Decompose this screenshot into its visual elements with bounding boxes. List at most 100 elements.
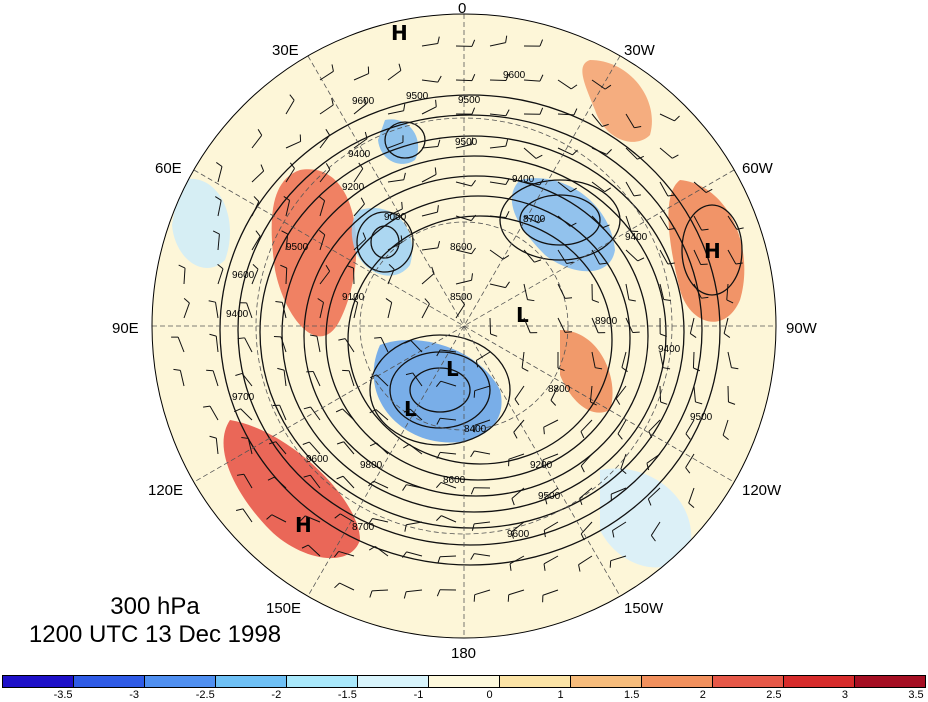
wind-barb — [440, 380, 457, 387]
wind-barb-feather — [490, 333, 498, 337]
wind-barb-feather — [688, 502, 695, 509]
wind-barb — [620, 453, 627, 470]
wind-barb-feather — [331, 98, 334, 106]
contour-label: 9600 — [232, 270, 255, 281]
wind-barb — [387, 70, 402, 81]
wind-barb-feather — [335, 408, 343, 413]
wind-barb — [474, 450, 491, 455]
wind-barb-feather — [257, 129, 263, 136]
wind-barb — [305, 515, 321, 523]
wind-barb-feather — [615, 398, 621, 405]
wind-barb — [689, 317, 695, 334]
wind-barb — [489, 317, 492, 335]
wind-barb-feather — [609, 560, 612, 568]
longitude-label-0: 0 — [458, 0, 467, 17]
wind-barb — [374, 545, 389, 557]
wind-barb — [692, 351, 695, 369]
longitude-label-150e: 150E — [266, 600, 302, 617]
wind-barb — [353, 238, 367, 251]
wind-barb-feather — [301, 544, 309, 549]
longitude-label-90e: 90E — [112, 320, 139, 337]
wind-barb — [440, 349, 457, 353]
wind-barb-feather — [534, 259, 542, 263]
wind-barb-feather — [203, 405, 211, 408]
wind-barb — [316, 336, 321, 353]
wind-barb — [342, 408, 355, 421]
wind-barb — [489, 181, 506, 185]
wind-barb — [410, 340, 423, 353]
wind-barb — [523, 249, 535, 263]
wind-barb-feather — [173, 368, 181, 371]
wind-barb-feather — [617, 433, 623, 440]
wind-barb — [611, 487, 627, 495]
wind-barb — [343, 441, 355, 455]
contour-label: 9600 — [503, 70, 526, 81]
wind-barb-feather — [521, 367, 529, 372]
wind-barb-feather — [363, 97, 367, 104]
wind-barb-feather — [580, 465, 585, 473]
wind-barb — [455, 279, 472, 285]
longitude-label-90w: 90W — [786, 320, 817, 337]
wind-barb-feather — [403, 103, 406, 111]
wind-barb — [273, 476, 287, 489]
wind-barb — [659, 147, 673, 159]
wind-barb-feather — [685, 467, 691, 474]
wind-barb-feather — [235, 372, 243, 376]
wind-barb-feather — [473, 390, 476, 398]
wind-barb — [353, 138, 368, 149]
wind-barb-feather — [602, 224, 610, 229]
longitude-label-60w: 60W — [742, 160, 773, 177]
wind-barb-feather — [234, 408, 241, 413]
wind-barb-feather — [253, 196, 260, 202]
wind-barb — [241, 373, 253, 387]
wind-barb-feather — [566, 261, 574, 264]
wind-barb-feather — [557, 367, 565, 372]
wind-barb-feather — [621, 367, 628, 372]
wind-barb — [217, 234, 220, 251]
wind-barb-feather — [310, 334, 318, 337]
wind-barb-feather — [735, 262, 743, 265]
wind-barb — [421, 303, 430, 319]
wind-barb — [508, 589, 525, 596]
wind-barb — [625, 181, 635, 197]
wind-barb-feather — [535, 154, 543, 159]
colorbar-tick-label: -1.5 — [337, 689, 357, 701]
wind-barb — [685, 453, 695, 468]
wind-barb — [544, 487, 559, 498]
wind-barb — [455, 181, 472, 187]
wind-barb — [723, 317, 729, 334]
wind-barb-feather — [368, 480, 374, 487]
wind-barb-feather — [437, 139, 441, 147]
wind-barb — [387, 110, 404, 115]
colorbar-cell — [3, 676, 74, 687]
wind-barb — [251, 201, 260, 217]
wind-barb — [406, 521, 423, 526]
wind-barb-feather — [275, 300, 283, 303]
map-border — [151, 13, 777, 639]
wind-barb — [523, 147, 537, 159]
datetime-title: 1200 UTC 13 Dec 1998 — [28, 621, 282, 648]
contour-label: 9400 — [625, 232, 648, 243]
wind-barb — [380, 337, 389, 353]
longitude-label-60e: 60E — [155, 160, 182, 177]
wind-barb — [591, 215, 604, 228]
contour-label: 8600 — [450, 242, 473, 253]
wind-barb — [557, 249, 568, 264]
wind-barb-feather — [470, 553, 475, 560]
wind-barb-feather — [564, 297, 573, 299]
contour-label: 8900 — [595, 316, 618, 327]
wind-barb-feather — [236, 473, 244, 476]
wind-barb-feather — [685, 433, 691, 440]
wind-barb — [353, 73, 369, 81]
wind-barb-feather — [183, 297, 190, 304]
wind-barb-feather — [269, 441, 276, 445]
wind-barb-feather — [217, 263, 224, 270]
wind-barb-feather — [404, 340, 412, 344]
wind-barb — [217, 268, 224, 285]
wind-barb-feather — [470, 214, 477, 221]
wind-barb — [521, 351, 525, 368]
wind-barb — [406, 484, 423, 489]
wind-barb — [578, 555, 593, 566]
wind-barb — [557, 113, 575, 116]
wind-barb — [625, 215, 632, 232]
